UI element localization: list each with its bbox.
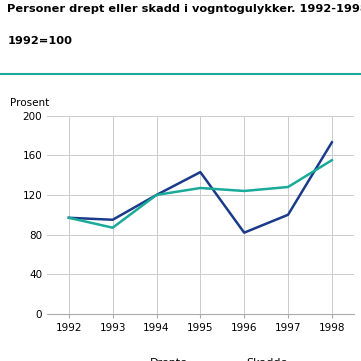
Text: Personer drept eller skadd i vogntogulykker. 1992-1998.: Personer drept eller skadd i vogntogulyk… [7, 4, 361, 14]
Text: 1992=100: 1992=100 [7, 36, 72, 46]
Text: Prosent: Prosent [10, 97, 49, 108]
Legend: Drepte, Skadde: Drepte, Skadde [108, 353, 292, 361]
